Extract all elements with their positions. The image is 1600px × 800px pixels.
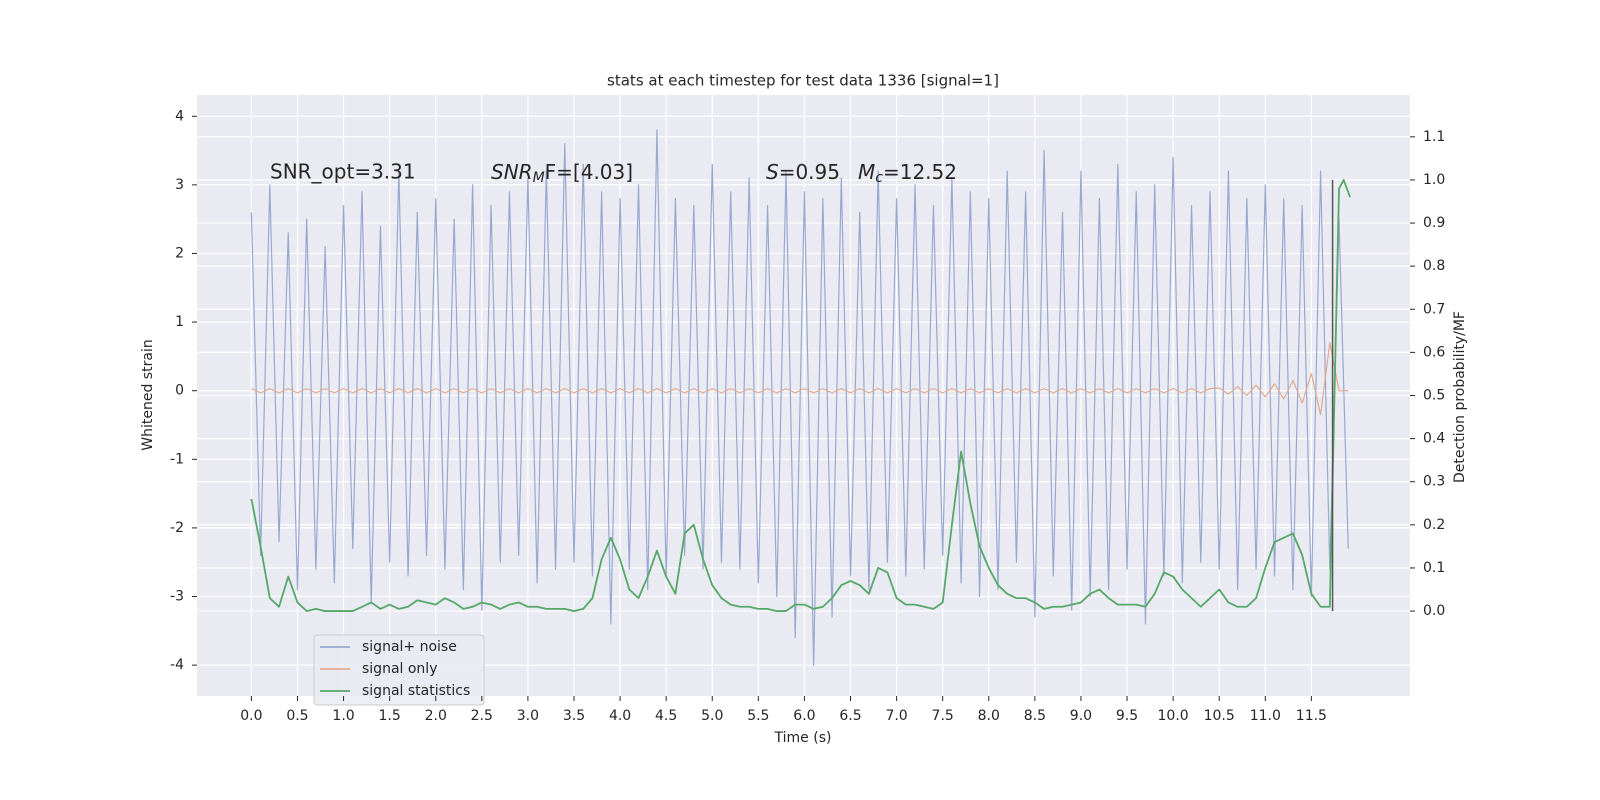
y-tick-label: 3: [175, 177, 184, 193]
y2-tick-label: 1.0: [1423, 172, 1445, 188]
annotation: Mc=12.52: [858, 160, 957, 187]
y2-axis-label: Detection probability/MF: [1452, 311, 1468, 483]
annotation-part: =0.95: [779, 160, 840, 184]
y2-tick-label: 0.4: [1423, 431, 1445, 447]
legend-label: signal only: [362, 661, 437, 677]
y2-tick-label: 0.6: [1423, 344, 1445, 360]
x-tick-label: 10.0: [1158, 708, 1189, 724]
y2-tick-label: 1.1: [1423, 129, 1445, 145]
y-tick-label: 4: [175, 108, 184, 124]
y-tick-label: 1: [175, 314, 184, 330]
legend-box: [313, 634, 485, 706]
x-tick-label: 8.0: [978, 708, 1000, 724]
annotation: S=0.95: [766, 160, 840, 184]
annotation-sub: c: [875, 170, 883, 186]
x-tick-label: 7.5: [932, 708, 954, 724]
y2-tick-label: 0.9: [1423, 215, 1445, 231]
x-tick-label: 5.0: [701, 708, 723, 724]
x-tick-label: 2.0: [425, 708, 447, 724]
annotation-part: M: [858, 160, 875, 184]
x-tick-label: 0.5: [286, 708, 308, 724]
y2-tick-label: 0.3: [1423, 474, 1445, 490]
legend-label: signal+ noise: [362, 639, 457, 655]
y2-tick-label: 0.5: [1423, 388, 1445, 404]
y2-tick-label: 0.7: [1423, 301, 1445, 317]
x-axis-label: Time (s): [774, 730, 832, 746]
annotation: SNR_opt=3.31: [270, 160, 416, 184]
x-tick-label: 3.5: [563, 708, 585, 724]
x-tick-label: 11.0: [1250, 708, 1281, 724]
x-tick-label: 10.5: [1204, 708, 1235, 724]
x-tick-label: 4.5: [655, 708, 677, 724]
x-tick-label: 5.5: [747, 708, 769, 724]
annotations: SNR_opt=3.31 SNRMF=[4.03] S=0.95 Mc=12.5…: [270, 160, 957, 187]
x-tick-label: 11.5: [1296, 708, 1327, 724]
series-line: [250, 129, 1349, 666]
legend-label: signal statistics: [362, 683, 470, 699]
series-line: [250, 179, 1351, 612]
marks: [250, 129, 1351, 666]
x-tick-label: 6.5: [839, 708, 861, 724]
legend: signal+ noise signal only signal statistic…: [313, 634, 485, 706]
x-tick-label: 1.5: [379, 708, 401, 724]
annotation-part: S: [766, 160, 779, 184]
x-tick-label: 9.5: [1116, 708, 1138, 724]
x-tick-label: 7.0: [885, 708, 907, 724]
x-tick-label: 8.5: [1024, 708, 1046, 724]
y2-tick-label: 0.8: [1423, 258, 1445, 274]
annotation-part: F=[4.03]: [545, 160, 633, 184]
y-tick-label: -4: [170, 657, 184, 673]
chart-title: stats at each timestep for test data 133…: [607, 72, 999, 90]
y-tick-label: 0: [175, 383, 184, 399]
y-axis-label: Whitened strain: [140, 339, 156, 450]
annotation-part: =12.52: [883, 160, 957, 184]
x-tick-label: 1.0: [332, 708, 354, 724]
x-tick-label: 4.0: [609, 708, 631, 724]
series-line: [251, 342, 1349, 416]
x-tick-label: 3.0: [517, 708, 539, 724]
y-tick-label: 2: [175, 245, 184, 261]
x-tick-label: 2.5: [471, 708, 493, 724]
annotation-sub: M: [533, 170, 545, 186]
x-tick-label: 0.0: [240, 708, 262, 724]
y-tick-label: -3: [170, 589, 184, 605]
y2-tick-label: 0.2: [1423, 517, 1445, 533]
annotation-part: SNR: [491, 160, 533, 184]
annotation: SNRMF=[4.03]: [491, 160, 633, 187]
x-tick-label: 9.0: [1070, 708, 1092, 724]
y-tick-label: -1: [170, 451, 184, 467]
y2-tick-label: 0.0: [1423, 603, 1445, 619]
y-tick-label: -2: [170, 520, 184, 536]
y2-tick-label: 0.1: [1423, 560, 1445, 576]
x-tick-label: 6.0: [793, 708, 815, 724]
